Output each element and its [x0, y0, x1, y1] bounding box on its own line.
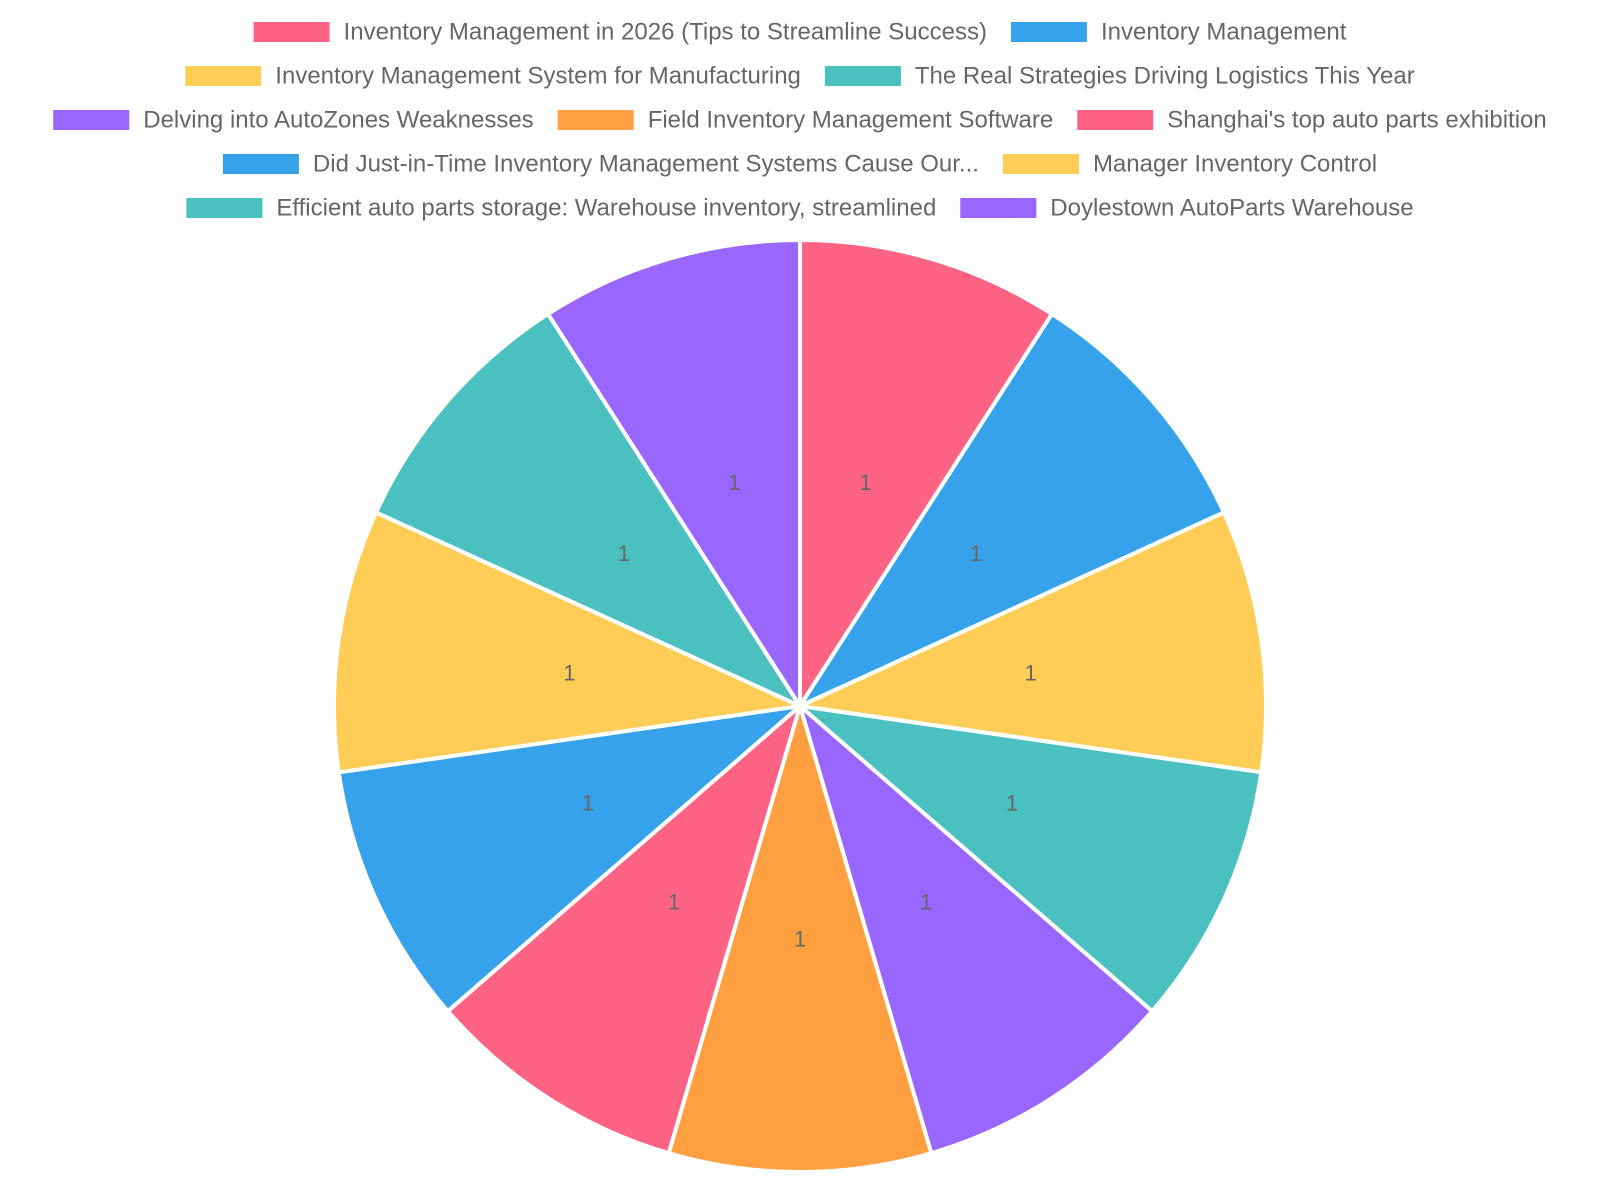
slice-value-label: 1	[668, 890, 680, 915]
legend-item-7[interactable]: Shanghai's top auto parts exhibition	[1077, 107, 1547, 134]
slice-value-label: 1	[582, 790, 594, 815]
slice-value-label: 1	[618, 541, 630, 566]
slice-value-label: 1	[563, 660, 575, 685]
slice-value-label: 1	[970, 541, 982, 566]
legend-label: Field Inventory Management Software	[648, 107, 1054, 134]
legend-label: Did Just-in-Time Inventory Management Sy…	[313, 151, 979, 178]
pie-slices	[332, 237, 1268, 1174]
pie-slice-6[interactable]	[666, 698, 934, 1174]
pie-slice-10[interactable]	[373, 311, 806, 711]
pie-slice-5[interactable]	[796, 700, 1156, 1156]
legend-item-8[interactable]: Did Just-in-Time Inventory Management Sy…	[222, 151, 979, 178]
slice-value-label: 1	[794, 927, 806, 952]
legend-swatch	[253, 22, 330, 42]
slice-value-label: 1	[920, 890, 932, 915]
legend-swatch	[960, 198, 1037, 218]
legend-label: Inventory Management in 2026 (Tips to St…	[344, 19, 987, 46]
legend-label: Efficient auto parts storage: Warehouse …	[276, 195, 936, 222]
chart-legend: Inventory Management in 2026 (Tips to St…	[53, 19, 1547, 222]
legend-swatch	[185, 66, 262, 86]
legend-swatch	[1077, 110, 1154, 130]
legend-swatch	[557, 110, 634, 130]
legend-swatch	[222, 154, 299, 174]
legend-item-4[interactable]: The Real Strategies Driving Logistics Th…	[824, 63, 1415, 90]
legend-label: Manager Inventory Control	[1093, 151, 1377, 178]
legend-item-2[interactable]: Inventory Management	[1010, 19, 1347, 46]
legend-swatch	[186, 198, 263, 218]
pie-slice-9[interactable]	[332, 509, 808, 775]
legend-label: Doylestown AutoParts Warehouse	[1050, 195, 1413, 222]
legend-label: Inventory Management System for Manufact…	[275, 63, 801, 90]
legend-item-9[interactable]: Manager Inventory Control	[1002, 151, 1377, 178]
pie-slice-8[interactable]	[336, 703, 807, 1014]
pie-slice-2[interactable]	[794, 311, 1227, 711]
legend-item-5[interactable]: Delving into AutoZones Weaknesses	[53, 107, 534, 134]
legend-item-6[interactable]: Field Inventory Management Software	[557, 107, 1054, 134]
legend-label: Delving into AutoZones Weaknesses	[143, 107, 533, 134]
legend-swatch	[53, 110, 130, 130]
legend-label: Inventory Management	[1101, 19, 1347, 46]
legend-label: The Real Strategies Driving Logistics Th…	[915, 63, 1415, 90]
slice-value-label: 1	[728, 470, 740, 495]
legend-item-1[interactable]: Inventory Management in 2026 (Tips to St…	[253, 19, 987, 46]
pie-slice-3[interactable]	[792, 509, 1268, 775]
legend-swatch	[1002, 154, 1079, 174]
slice-value-label: 1	[860, 470, 872, 495]
pie-slice-1[interactable]	[798, 237, 1055, 713]
slice-value-label: 1	[1006, 790, 1018, 815]
legend-swatch	[1010, 22, 1087, 42]
pie-slice-11[interactable]	[545, 237, 802, 713]
legend-label: Shanghai's top auto parts exhibition	[1167, 107, 1547, 134]
legend-item-11[interactable]: Doylestown AutoParts Warehouse	[960, 195, 1414, 222]
pie-slice-7[interactable]	[444, 700, 804, 1156]
legend-item-3[interactable]: Inventory Management System for Manufact…	[185, 63, 801, 90]
legend-swatch	[824, 66, 901, 86]
slice-value-label: 1	[1025, 660, 1037, 685]
pie-slice-4[interactable]	[793, 703, 1264, 1014]
data-labels: 1 1 1 1 1 1 1 1 1 1 1	[563, 470, 1037, 952]
legend-item-10[interactable]: Efficient auto parts storage: Warehouse …	[186, 195, 936, 222]
